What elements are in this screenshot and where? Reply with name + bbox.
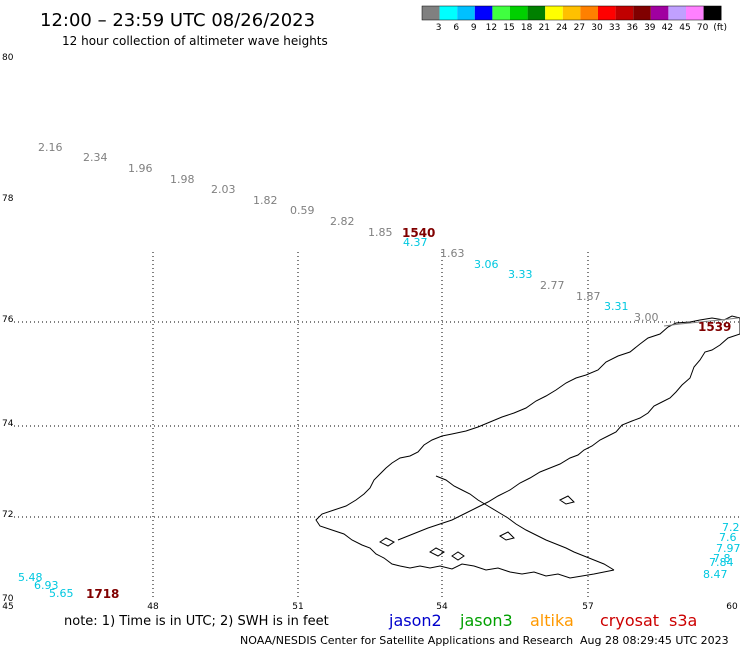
scale-label: 21 (538, 23, 549, 33)
footer-timestamp: Aug 28 08:29:45 UTC 2023 (580, 634, 729, 647)
scale-swatch (510, 6, 528, 20)
footer-note: note: 1) Time is in UTC; 2) SWH is in fe… (64, 614, 329, 629)
lat-label: 72 (2, 510, 13, 520)
swh-value: 2.77 (540, 279, 565, 292)
scale-swatch (668, 6, 686, 20)
scale-swatch (422, 6, 440, 20)
swh-value: 2.82 (330, 215, 355, 228)
lon-label: 57 (582, 602, 593, 612)
satellite-name: jason3 (459, 611, 513, 630)
map-title: 12:00 – 23:59 UTC 08/26/2023 (40, 10, 315, 31)
swh-value: 1.96 (128, 162, 153, 175)
scale-label: 39 (644, 23, 656, 33)
scale-label: 27 (574, 23, 585, 33)
scale-border (421, 5, 722, 21)
swh-value: 1.63 (440, 247, 465, 260)
swh-value: 7.2 (722, 521, 740, 534)
swh-value: 2.16 (38, 141, 63, 154)
coastline (315, 315, 740, 579)
coastline-north-island (315, 315, 740, 567)
lon-label: 48 (147, 602, 159, 612)
footer-credit: NOAA/NESDIS Center for Satellite Applica… (240, 634, 573, 647)
lat-lon-grid (14, 252, 740, 600)
scale-swatch (457, 6, 475, 20)
color-scale-legend: 3 6 9 12 15 18 21 24 27 30 33 36 39 42 45 70 (ft) (421, 5, 727, 33)
satellite-name: s3a (669, 611, 697, 630)
satellite-name: cryosat (600, 611, 659, 630)
lat-label: 74 (2, 419, 14, 429)
scale-swatch (650, 6, 669, 20)
swh-value: 4.37 (403, 236, 428, 249)
lon-label: 54 (436, 602, 448, 612)
pass-times: 1540 1539 1718 (86, 226, 731, 601)
scale-swatch (598, 6, 616, 20)
scale-swatch (703, 6, 722, 20)
lat-label: 76 (2, 315, 14, 325)
swh-value: 1.98 (170, 173, 195, 186)
satellite-legend: jason2 jason3 altika cryosat s3a (388, 611, 697, 630)
map-subtitle: 12 hour collection of altimeter wave hei… (62, 34, 328, 48)
scale-label: 45 (679, 23, 690, 33)
scale-swatch (580, 6, 598, 20)
latitude-labels: 80 78 76 74 72 70 (2, 53, 14, 604)
swh-value: 5.48 (18, 571, 43, 584)
scale-swatch (474, 6, 493, 20)
swh-value: 2.03 (211, 183, 236, 196)
swh-value: 7.84 (709, 556, 734, 569)
coastline-islets (379, 495, 575, 561)
scale-label: 24 (556, 23, 568, 33)
scale-label: 42 (662, 23, 673, 33)
swh-observations: 2.16 2.34 1.96 1.98 2.03 1.82 0.59 2.82 1.85 4.37… (18, 141, 740, 600)
scale-swatch (615, 6, 634, 20)
scale-label: (ft) (713, 23, 727, 33)
scale-label: 12 (486, 23, 497, 33)
pass-time-label: 1540 (402, 226, 435, 240)
swh-value: 6.93 (34, 579, 59, 592)
swh-value: 7.8 (713, 552, 731, 565)
swh-value: 3.00 (634, 311, 659, 324)
lon-label: 60 (726, 602, 738, 612)
swh-value: 2.34 (83, 151, 108, 164)
scale-label: 6 (453, 23, 459, 33)
scale-label: 70 (697, 23, 709, 33)
swh-value: 7.97 (716, 542, 740, 555)
swh-value: 1.82 (253, 194, 278, 207)
scale-swatch (562, 6, 581, 20)
scale-label: 36 (626, 23, 638, 33)
swh-value: 3.33 (508, 268, 533, 281)
swh-value: 1.87 (576, 290, 601, 303)
swh-value: 5.65 (49, 587, 74, 600)
scale-swatch (633, 6, 651, 20)
longitude-labels: 45 48 51 54 57 60 (2, 602, 738, 612)
lon-label: 51 (292, 602, 303, 612)
scale-swatch (686, 6, 704, 20)
swh-value: 1.85 (368, 226, 393, 239)
lat-label: 80 (2, 53, 14, 63)
swh-value: 3.31 (604, 300, 629, 313)
swh-value: 3.06 (474, 258, 499, 271)
swh-value: 7.6 (719, 531, 737, 544)
scale-label: 3 (436, 23, 442, 33)
lat-label: 70 (2, 594, 14, 604)
pass-time-label: 1718 (86, 587, 119, 601)
lat-label: 78 (2, 194, 14, 204)
coastline-south-island (399, 475, 615, 579)
scale-swatch (527, 6, 546, 20)
scale-swatch (545, 6, 563, 20)
track-fragment (663, 317, 739, 327)
scale-swatch (439, 6, 458, 20)
swh-value: 0.59 (290, 204, 315, 217)
scale-label: 18 (521, 23, 533, 33)
pass-time-label: 1539 (698, 320, 731, 334)
scale-swatch (492, 6, 510, 20)
scale-label: 15 (503, 23, 514, 33)
lon-label: 45 (2, 602, 13, 612)
swh-value: 8.47 (703, 568, 728, 581)
scale-label: 30 (591, 23, 603, 33)
scale-label: 9 (471, 23, 477, 33)
scale-label: 33 (609, 23, 620, 33)
satellite-name: altika (530, 611, 574, 630)
satellite-name: jason2 (388, 611, 442, 630)
